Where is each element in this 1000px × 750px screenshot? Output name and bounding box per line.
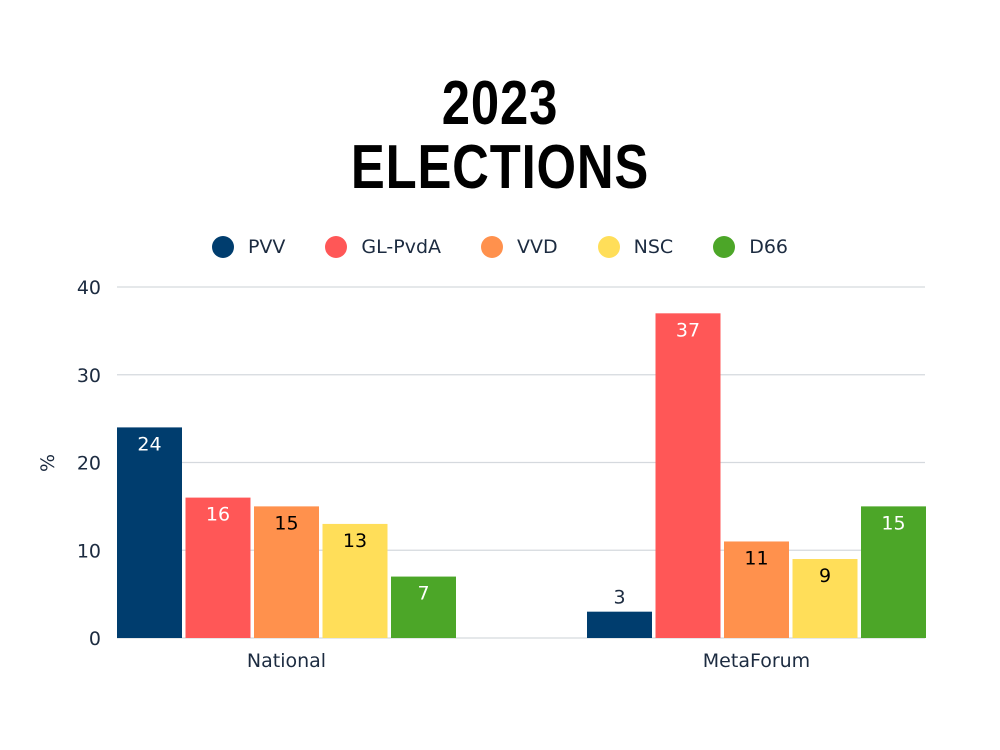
legend-label-pvv: PVV bbox=[247, 236, 286, 258]
bar-gl-pvda-national bbox=[185, 497, 251, 638]
legend-swatch-gl-pvda bbox=[325, 236, 348, 258]
bar-vvd-national bbox=[254, 506, 319, 638]
y-tick-label: 10 bbox=[77, 540, 101, 562]
bar-d66-metaforum bbox=[861, 506, 926, 638]
bar-d66-national bbox=[391, 576, 456, 638]
legend-label-vvd: VVD bbox=[517, 236, 558, 258]
bar-nsc-national bbox=[322, 523, 388, 638]
bar-pvv-national bbox=[117, 427, 182, 638]
legend-item-pvv: PVV bbox=[211, 236, 286, 258]
x-category-label: National bbox=[247, 650, 326, 672]
chart-legend: PVV GL-PvdA VVD NSC D66 bbox=[0, 236, 1000, 258]
bar-vvd-metaforum bbox=[724, 541, 789, 638]
data-label: 24 bbox=[137, 433, 161, 455]
y-tick-label: 40 bbox=[77, 277, 101, 299]
data-label: 7 bbox=[417, 583, 429, 605]
legend-item-vvd: VVD bbox=[481, 236, 558, 258]
legend-label-gl-pvda: GL-PvdA bbox=[361, 236, 442, 258]
y-tick-label: 30 bbox=[77, 365, 101, 387]
legend-label-nsc: NSC bbox=[633, 236, 674, 258]
y-tick-label: 20 bbox=[77, 453, 101, 475]
legend-label-d66: D66 bbox=[749, 236, 789, 258]
chart-title-line-1: 2023 bbox=[441, 69, 559, 138]
data-label: 15 bbox=[274, 512, 298, 534]
x-category-label: MetaForum bbox=[703, 650, 810, 672]
chart-title-line-2: ELECTIONS bbox=[350, 133, 650, 202]
x-axis: National MetaForum bbox=[247, 650, 810, 672]
legend-item-nsc: NSC bbox=[597, 236, 674, 258]
legend-swatch-pvv bbox=[211, 236, 234, 258]
data-label: 9 bbox=[819, 565, 831, 587]
legend-swatch-nsc bbox=[597, 236, 620, 258]
bar-pvv-metaforum bbox=[587, 611, 652, 638]
data-label: 13 bbox=[343, 530, 367, 552]
y-axis: 0 10 20 30 40 bbox=[77, 277, 101, 650]
legend-item-d66: D66 bbox=[713, 236, 788, 258]
y-axis-label: % bbox=[37, 454, 59, 472]
data-label: 37 bbox=[676, 319, 700, 341]
bars: 24 16 15 13 7 3 37 11 9 15 bbox=[117, 313, 926, 638]
y-tick-label: 0 bbox=[89, 628, 101, 650]
data-label: 15 bbox=[881, 512, 905, 534]
data-label: 16 bbox=[206, 504, 230, 526]
gridlines bbox=[117, 286, 925, 639]
bar-nsc-metaforum bbox=[792, 559, 858, 638]
legend-swatch-vvd bbox=[481, 236, 504, 258]
legend-swatch-d66 bbox=[713, 236, 736, 258]
bar-gl-pvda-metaforum bbox=[655, 313, 721, 638]
data-label: 3 bbox=[613, 587, 625, 609]
data-label: 11 bbox=[744, 547, 768, 569]
legend-item-gl-pvda: GL-PvdA bbox=[325, 236, 441, 258]
chart-title: 2023 ELECTIONS bbox=[90, 72, 910, 200]
